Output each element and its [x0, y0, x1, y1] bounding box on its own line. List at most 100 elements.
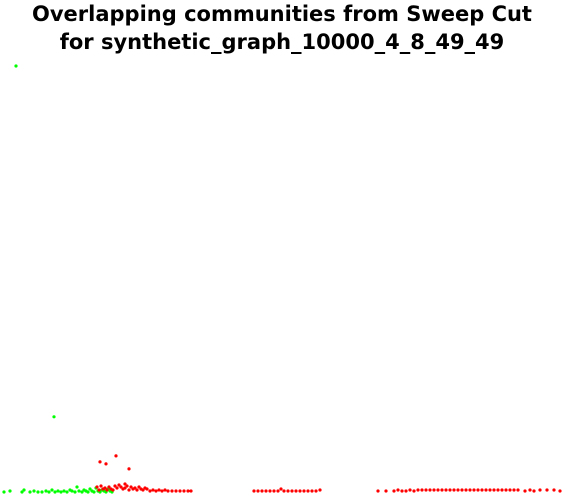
- data-point: [256, 489, 259, 492]
- data-point: [545, 488, 548, 491]
- data-point: [456, 488, 459, 491]
- data-point: [306, 489, 309, 492]
- data-point: [298, 489, 301, 492]
- data-point: [182, 489, 185, 492]
- data-point: [424, 488, 427, 491]
- data-point: [412, 489, 415, 492]
- data-point: [404, 489, 407, 492]
- data-point: [163, 488, 166, 491]
- data-point: [154, 489, 157, 492]
- data-point: [22, 488, 25, 491]
- data-point: [111, 488, 114, 491]
- data-point: [523, 489, 526, 492]
- data-point: [148, 489, 151, 492]
- data-point: [276, 489, 279, 492]
- data-point: [160, 489, 163, 492]
- data-point: [279, 487, 282, 490]
- data-point: [416, 488, 419, 491]
- data-point: [170, 489, 173, 492]
- data-point: [28, 490, 31, 493]
- data-point: [392, 489, 395, 492]
- data-point: [115, 486, 118, 489]
- data-point: [151, 488, 154, 491]
- data-point: [65, 490, 68, 493]
- data-point: [135, 488, 138, 491]
- data-point: [528, 488, 531, 491]
- data-point: [476, 488, 479, 491]
- data-point: [480, 488, 483, 491]
- data-point: [396, 488, 399, 491]
- data-point: [314, 489, 317, 492]
- data-point: [384, 489, 387, 492]
- data-point: [508, 488, 511, 491]
- data-point: [318, 488, 321, 491]
- data-point: [420, 488, 423, 491]
- data-point: [86, 490, 89, 493]
- data-point: [70, 489, 73, 492]
- data-point: [52, 415, 55, 418]
- data-point: [432, 488, 435, 491]
- series-1: [95, 454, 561, 492]
- data-point: [127, 488, 130, 491]
- data-point: [532, 489, 535, 492]
- data-point: [2, 490, 5, 493]
- data-point: [268, 489, 271, 492]
- data-point: [472, 488, 475, 491]
- data-point: [492, 488, 495, 491]
- data-point: [59, 490, 62, 493]
- data-point: [500, 488, 503, 491]
- data-point: [56, 489, 59, 492]
- data-point: [452, 488, 455, 491]
- data-point: [40, 490, 43, 493]
- data-point: [538, 488, 541, 491]
- data-point: [436, 488, 439, 491]
- data-point: [189, 489, 192, 492]
- data-point: [157, 488, 160, 491]
- data-point: [105, 488, 108, 491]
- data-point: [484, 488, 487, 491]
- data-point: [286, 489, 289, 492]
- data-point: [8, 489, 11, 492]
- data-point: [178, 489, 181, 492]
- data-point: [53, 490, 56, 493]
- data-point: [145, 487, 148, 490]
- data-point: [488, 488, 491, 491]
- data-point: [272, 489, 275, 492]
- data-point: [99, 484, 102, 487]
- data-point: [400, 489, 403, 492]
- data-point: [114, 454, 117, 457]
- data-point: [504, 488, 507, 491]
- data-point: [92, 490, 95, 493]
- data-point: [77, 489, 80, 492]
- points-layer: [2, 64, 561, 493]
- data-point: [516, 488, 519, 491]
- data-point: [294, 489, 297, 492]
- data-point: [558, 489, 561, 492]
- data-point: [75, 485, 78, 488]
- data-point: [50, 488, 53, 491]
- data-point: [408, 488, 411, 491]
- data-point: [290, 489, 293, 492]
- data-point: [174, 489, 177, 492]
- data-point: [468, 488, 471, 491]
- data-point: [264, 489, 267, 492]
- data-point: [552, 488, 555, 491]
- data-point: [14, 64, 17, 67]
- data-point: [36, 490, 39, 493]
- series-0: [2, 64, 113, 493]
- data-point: [98, 460, 101, 463]
- data-point: [512, 488, 515, 491]
- data-point: [252, 489, 255, 492]
- data-point: [376, 489, 379, 492]
- data-point: [73, 490, 76, 493]
- data-point: [125, 484, 128, 487]
- data-point: [448, 488, 451, 491]
- data-point: [282, 489, 285, 492]
- data-point: [460, 488, 463, 491]
- data-point: [62, 489, 65, 492]
- data-point: [95, 485, 98, 488]
- data-point: [496, 488, 499, 491]
- data-point: [260, 489, 263, 492]
- data-point: [444, 488, 447, 491]
- data-point: [32, 489, 35, 492]
